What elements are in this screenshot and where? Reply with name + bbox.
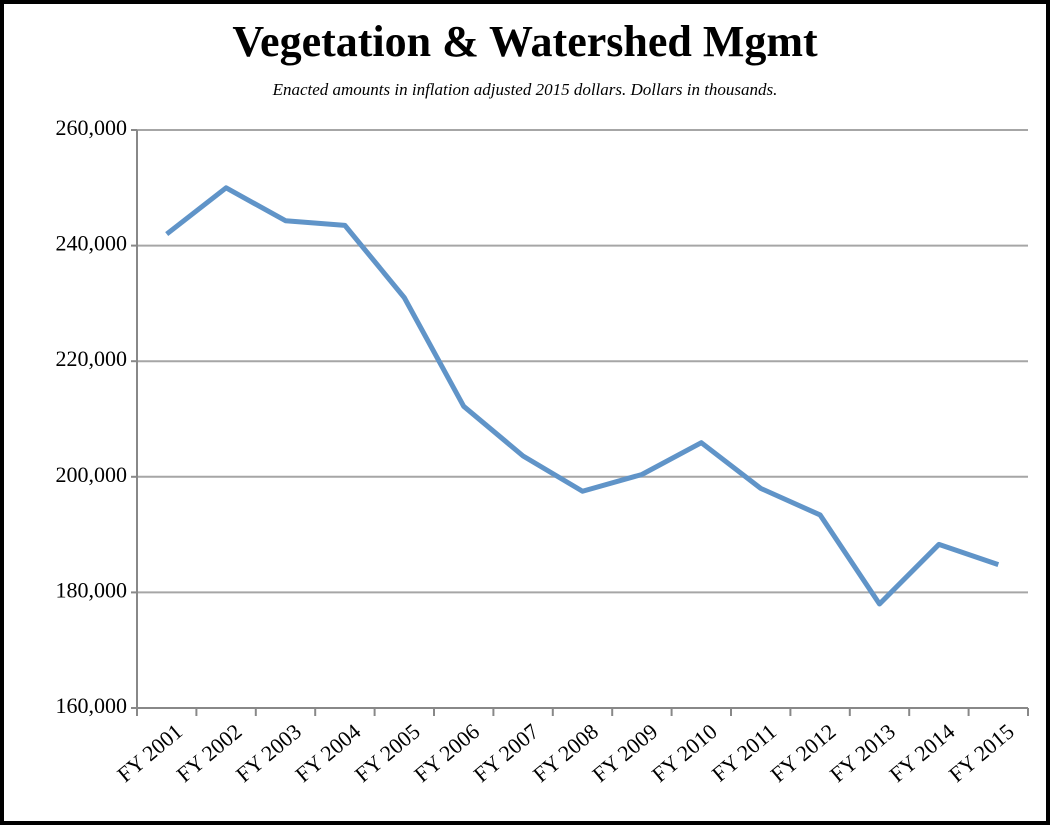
y-tick-label: 240,000	[56, 231, 128, 256]
y-tick-label: 160,000	[56, 693, 128, 718]
y-tick-label: 260,000	[56, 115, 128, 140]
y-tick-label: 200,000	[56, 462, 128, 487]
data-line	[165, 185, 1000, 607]
y-tick-label: 180,000	[56, 577, 128, 602]
y-tick-label: 220,000	[56, 346, 128, 371]
chart-subtitle: Enacted amounts in inflation adjusted 20…	[272, 80, 778, 99]
chart-title: Vegetation & Watershed Mgmt	[232, 17, 818, 66]
